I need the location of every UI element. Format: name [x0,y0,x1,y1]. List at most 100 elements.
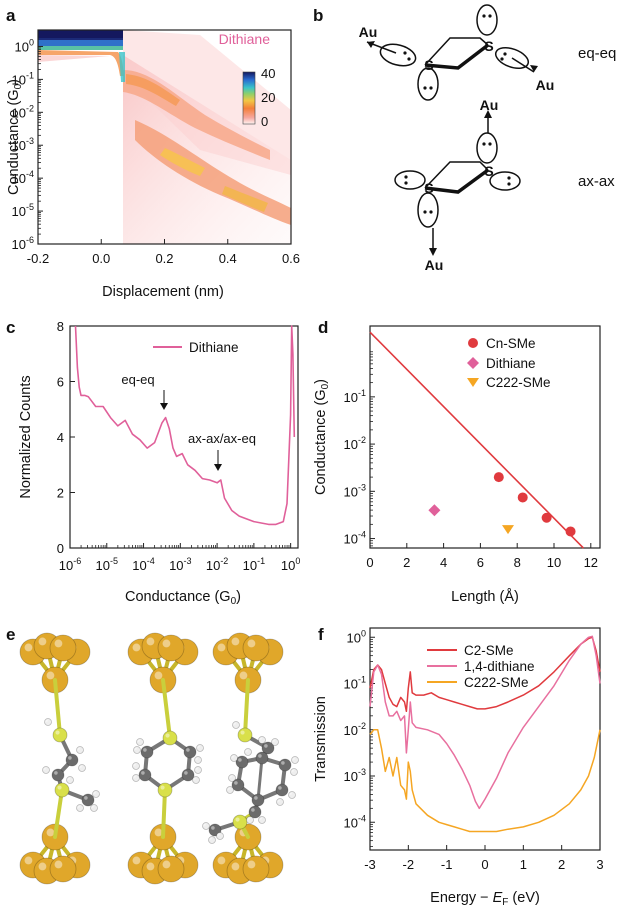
gold-atom-highlight [24,856,33,865]
hydrogen-atom [246,816,254,824]
hydrogen-atom-highlight [193,777,196,780]
carbon-atom [278,758,292,772]
sulfur-atom-highlight [240,730,245,735]
axes-f: -3 -2 -1 0 1 2 3 100 10-1 10-2 10-3 10-4 [344,628,604,872]
data-point-cn-sme [541,512,552,523]
gold-atom-label: Au [425,257,444,273]
gold-atom-label: Au [536,77,555,93]
gold-atom-highlight [247,860,256,869]
hydrogen-atom-highlight [137,739,140,742]
hydrogen-atom-highlight [231,755,234,758]
carbon-atom [255,751,269,765]
y-tick-label: 2 [57,486,64,501]
colorbar-tick: 0 [261,114,268,129]
bond [53,678,62,737]
x-tick-label: 10-2 [206,556,228,573]
x-axis-label-d: Length (Å) [451,588,519,605]
panel-label-a: a [6,6,16,25]
carbon-atom-highlight [54,771,58,775]
hydrogen-atom [258,816,266,824]
hydrogen-atom-highlight [229,775,232,778]
x-tick-label: -1 [441,857,453,872]
gold-atom-highlight [217,643,226,652]
panel-e: e [6,625,299,885]
gold-atom [49,855,77,883]
arrowheads-ax [429,110,492,256]
legend-marker-c222-sme [467,378,479,387]
gold-atom-highlight [146,637,155,646]
hydrogen-atom-highlight [291,769,294,772]
carbon-atom [51,768,65,782]
x-axis-label-a: Displacement (nm) [102,284,224,300]
carbon-atom-highlight [251,808,255,812]
annotation-arrowhead [214,464,222,471]
x-tick-label: -2 [403,857,415,872]
panel-label-f: f [318,625,324,644]
annotation-arrowhead [160,403,168,410]
gold-atom-highlight [154,671,163,680]
gold-atom [157,855,185,883]
plot-frame-c [69,325,299,549]
hydrogen-atom [288,791,296,799]
plot-d [369,331,585,549]
x-tick-label: 0 [481,857,488,872]
hydrogen-atom-highlight [45,719,48,722]
sulfur-atom: S [424,57,433,73]
x-tick-label: 100 [281,556,300,573]
carbon-atom [181,768,195,782]
y-tick-label: 10-3 [344,767,366,784]
gold-atom-highlight [46,828,55,837]
carbon-atom-highlight [84,796,88,800]
y-tick-label: 10-1 [12,70,34,87]
gold-atom-label: Au [480,97,499,113]
plot-f [369,635,601,833]
bond [256,756,264,802]
carbon-atom [248,805,262,819]
hydrogen-atom-highlight [292,757,295,760]
molecule-eq-eq [366,4,535,101]
axes-a: -0.2 0.0 0.2 0.4 0.6 100 10-1 10-2 10-3 10-4 10-5 1… [12,37,301,266]
molecule-ax-ax [394,116,521,248]
isomer-label-ax: ax-ax [578,173,615,190]
panel-label-d: d [318,318,328,337]
carbon-atom-highlight [264,744,268,748]
bond [243,678,250,737]
hydrogen-atom [90,804,98,812]
x-tick-label: 12 [584,555,598,570]
hydrogen-atom [228,774,236,782]
y-tick-label: 10-4 [344,530,366,547]
x-tick-label: 0.6 [282,251,300,266]
hydrogen-atom-highlight [133,763,136,766]
data-point-c222-sme [502,525,514,535]
x-tick-label: 10-5 [96,556,118,573]
y-tick-label: 10-4 [12,169,34,186]
gold-atom-highlight [162,860,171,869]
legend-label-c2-sme: C2-SMe [464,643,514,658]
gold-atom-highlight [46,671,55,680]
x-tick-label: 10 [547,555,561,570]
gold-atom-highlight [146,862,155,871]
sulfur-atom: S [424,180,433,196]
carbon-atom-highlight [184,771,188,775]
carbon-atom [65,753,79,767]
hydrogen-atom [133,746,141,754]
sulfur-atom [237,727,253,743]
x-tick-label: 0.0 [92,251,110,266]
panel-a: a Dithiane 40 20 0 [6,6,300,300]
colorbar-gradient [242,71,256,125]
annotation-eq-eq: eq-eq [121,372,154,387]
hydrogen-atom [244,748,252,756]
hydrogen-atom [136,738,144,746]
carbon-atom-highlight [234,781,238,785]
sulfur-atom [157,782,173,798]
hydrogen-atom [66,776,74,784]
hydrogen-atom-highlight [259,817,262,820]
legend-label-dithiane: Dithiane [189,340,239,355]
carbon-atom [275,783,289,797]
hydrogen-atom-highlight [93,791,96,794]
y-tick-label: 10-2 [344,721,366,738]
carbon-atom [261,741,275,755]
hydrogen-atom [132,774,140,782]
y-tick-label: 4 [57,430,64,445]
legend-label-c222-sme: C222-SMe [486,375,551,390]
